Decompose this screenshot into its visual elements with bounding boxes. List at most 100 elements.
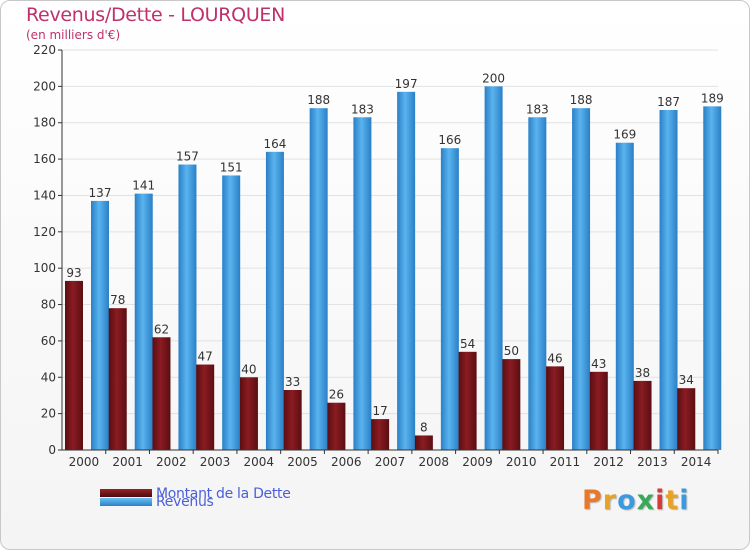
bar-debt — [108, 308, 127, 450]
bar-revenue — [703, 106, 722, 450]
x-tick-label: 2012 — [593, 455, 624, 469]
x-tick-label: 2003 — [200, 455, 231, 469]
data-label-revenue: 188 — [307, 93, 330, 107]
data-label-revenue: 187 — [657, 95, 680, 109]
bar-revenue — [528, 117, 547, 450]
legend-swatch-debt — [100, 489, 152, 497]
data-label-revenue: 189 — [701, 91, 724, 105]
bar-debt — [239, 377, 258, 450]
data-label-debt: 8 — [420, 420, 428, 434]
data-label-revenue: 166 — [438, 133, 461, 147]
bar-debt — [196, 364, 215, 450]
bar-revenue — [572, 108, 591, 450]
y-tick-label: 120 — [33, 225, 56, 239]
data-label-debt: 62 — [154, 322, 169, 336]
data-label-debt: 54 — [460, 337, 475, 351]
data-label-debt: 78 — [110, 293, 125, 307]
y-tick-label: 0 — [48, 443, 56, 457]
bar-revenue — [659, 110, 678, 450]
data-label-revenue: 183 — [526, 102, 549, 116]
bar-debt — [458, 351, 477, 450]
data-label-debt: 43 — [591, 357, 606, 371]
bar-revenue — [265, 151, 284, 450]
bar-debt — [152, 337, 171, 450]
bar-debt — [589, 371, 608, 450]
logo-letter: o — [617, 485, 637, 516]
legend-swatch-revenue — [100, 498, 152, 506]
data-label-revenue: 151 — [220, 160, 243, 174]
chart-subtitle: (en milliers d'€) — [26, 28, 121, 42]
bar-revenue — [484, 86, 503, 450]
data-label-debt: 26 — [329, 388, 344, 402]
y-tick-label: 200 — [33, 79, 56, 93]
bar-revenue — [134, 193, 153, 451]
data-label-revenue: 157 — [176, 150, 199, 164]
legend-label-debt: Montant de la Dette — [156, 486, 291, 502]
x-tick-label: 2007 — [375, 455, 406, 469]
bar-revenue — [353, 117, 372, 450]
logo-letter: x — [636, 485, 656, 516]
data-label-debt: 33 — [285, 375, 300, 389]
y-tick-label: 220 — [33, 43, 56, 57]
bar-debt — [283, 390, 302, 450]
y-tick-label: 140 — [33, 188, 56, 202]
logo-letter: t — [665, 485, 680, 516]
logo-letter: i — [655, 485, 666, 516]
data-label-debt: 93 — [66, 266, 81, 280]
y-tick-label: 180 — [33, 116, 56, 130]
x-tick-label: 2011 — [550, 455, 581, 469]
bar-revenue — [615, 142, 634, 450]
data-label-revenue: 183 — [351, 102, 374, 116]
bar-debt — [414, 435, 433, 450]
y-tick-label: 100 — [33, 261, 56, 275]
data-label-debt: 34 — [679, 373, 694, 387]
bar-debt — [502, 359, 521, 450]
x-tick-label: 2000 — [69, 455, 100, 469]
proxiti-logo: Proxiti — [582, 485, 690, 516]
x-tick-label: 2006 — [331, 455, 362, 469]
x-tick-label: 2014 — [681, 455, 712, 469]
data-label-revenue: 141 — [132, 179, 155, 193]
bar-revenue — [440, 148, 459, 450]
x-tick-label: 2002 — [156, 455, 187, 469]
y-tick-label: 160 — [33, 152, 56, 166]
y-tick-label: 40 — [41, 370, 56, 384]
x-tick-label: 2005 — [287, 455, 318, 469]
bar-revenue — [397, 91, 416, 451]
x-tick-label: 2010 — [506, 455, 537, 469]
bar-debt — [65, 280, 83, 450]
legend-label-revenue: Revenus — [156, 494, 214, 510]
y-tick-label: 20 — [41, 407, 56, 421]
x-tick-label: 2008 — [418, 455, 449, 469]
data-label-revenue: 137 — [89, 186, 112, 200]
x-tick-label: 2004 — [244, 455, 275, 469]
bar-debt — [546, 366, 565, 450]
bar-debt — [371, 419, 390, 450]
bar-revenue — [222, 175, 241, 451]
data-label-debt: 38 — [635, 366, 650, 380]
y-tick-label: 60 — [41, 334, 56, 348]
bar-revenue — [91, 200, 109, 450]
data-label-debt: 40 — [241, 362, 256, 376]
data-label-debt: 50 — [504, 344, 519, 358]
bar-debt — [677, 388, 696, 450]
data-label-debt: 47 — [198, 350, 213, 364]
x-tick-label: 2013 — [637, 455, 668, 469]
logo-letter: P — [582, 485, 603, 516]
data-label-revenue: 197 — [395, 77, 418, 91]
data-label-revenue: 164 — [263, 137, 286, 151]
logo-letter: r — [602, 485, 618, 516]
data-label-revenue: 188 — [570, 93, 593, 107]
bar-debt — [633, 380, 652, 450]
logo-letter: i — [679, 485, 690, 516]
chart-title: Revenus/Dette - LOURQUEN — [26, 4, 286, 26]
x-tick-label: 2001 — [112, 455, 143, 469]
data-label-debt: 17 — [372, 404, 387, 418]
data-label-revenue: 200 — [482, 71, 505, 85]
bar-revenue — [178, 164, 197, 450]
bar-revenue — [309, 108, 328, 450]
y-tick-label: 80 — [41, 298, 56, 312]
bar-debt — [327, 402, 346, 450]
data-label-revenue: 169 — [613, 128, 636, 142]
